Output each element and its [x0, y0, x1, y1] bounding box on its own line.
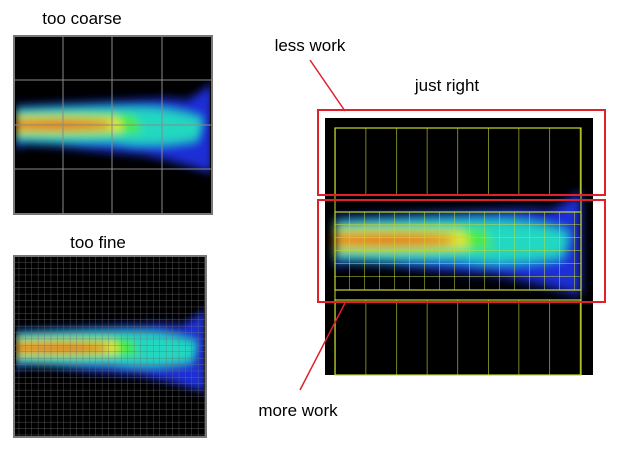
panel-label: too coarse — [42, 9, 121, 28]
coarse-panel — [13, 35, 213, 215]
panel-label: just right — [414, 76, 480, 95]
fine-panel — [13, 255, 207, 438]
just-right-panel — [317, 109, 606, 376]
annotation-arrow — [309, 59, 346, 112]
annotation: less work — [275, 36, 346, 55]
panel-label: too fine — [70, 233, 126, 252]
annotation: more work — [258, 401, 338, 420]
annotation-arrow — [299, 302, 346, 391]
